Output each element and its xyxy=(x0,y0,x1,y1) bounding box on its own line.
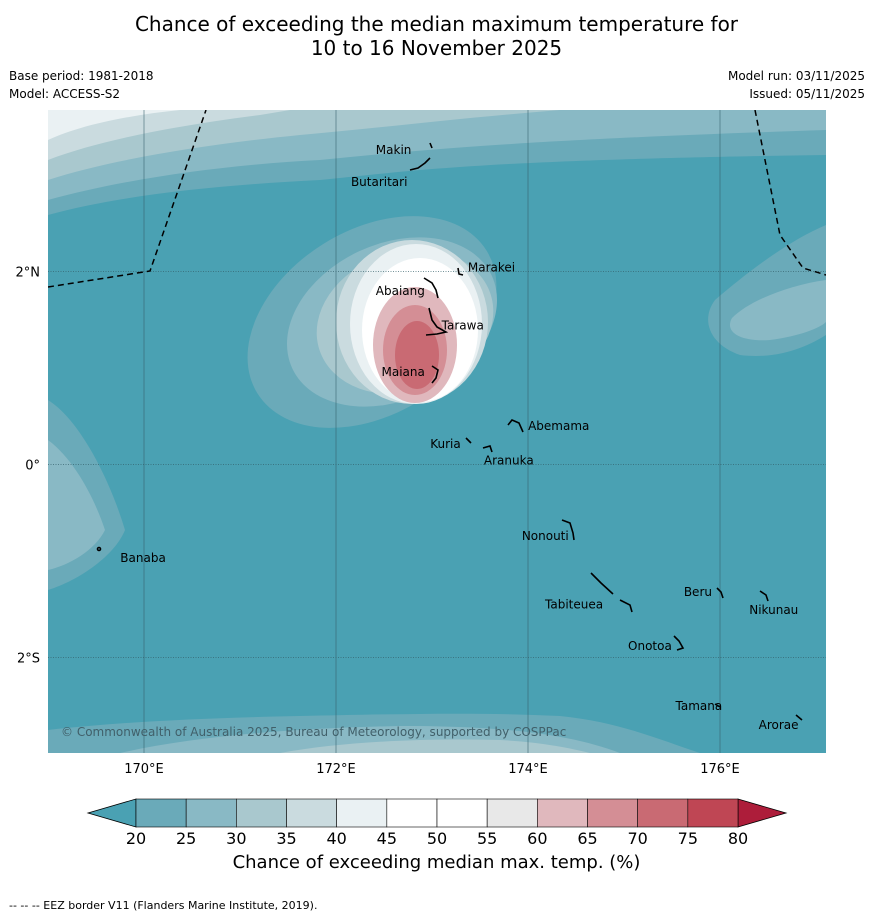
place-labels: Makin Butaritari Marakei Abaiang Tarawa Maian… xyxy=(120,143,798,732)
forecast-map: Makin Butaritari Marakei Abaiang Tarawa Maian… xyxy=(16,110,826,848)
island-abemama xyxy=(507,419,524,433)
contour-bottom xyxy=(48,713,700,753)
island-maiana xyxy=(431,365,439,384)
contour-central xyxy=(247,216,498,428)
colorbar-segment xyxy=(185,798,237,828)
meta-right: Model run: 03/11/2025 Issued: 05/11/2025 xyxy=(728,67,865,103)
meta-left: Base period: 1981-2018 Model: ACCESS-S2 xyxy=(9,67,154,103)
island-marakei xyxy=(457,267,464,276)
eez-legend-note: -- -- -- EEZ border V11 (Flanders Marine… xyxy=(9,899,318,912)
island-makin xyxy=(429,142,433,149)
island-tamana xyxy=(714,703,721,708)
map-title: Chance of exceeding the median maximum t… xyxy=(0,12,873,60)
place-label-banaba: Banaba xyxy=(120,551,166,565)
place-label-tamana: Tamana xyxy=(675,699,723,713)
place-label-beru: Beru xyxy=(684,585,712,599)
place-label-abaiang: Abaiang xyxy=(376,284,425,298)
island-nonouti xyxy=(561,519,575,541)
island-aranuka xyxy=(482,445,493,453)
colorbar-under-arrow xyxy=(86,798,137,828)
place-label-kuria: Kuria xyxy=(430,437,461,451)
axis-labels: 170°E 172°E 174°E 176°E 2°N 0° 2°S xyxy=(16,266,740,778)
base-period: Base period: 1981-2018 xyxy=(9,69,154,83)
lon-tick-label: 172°E xyxy=(316,762,356,777)
lon-tick-label: 170°E xyxy=(124,762,164,777)
colorbar: 20 25 30 35 40 45 50 55 60 65 70 75 80 xyxy=(86,798,788,848)
colorbar-over-arrow xyxy=(737,798,788,828)
place-label-onotoa: Onotoa xyxy=(628,639,672,653)
colorbar-segment xyxy=(386,798,438,828)
colorbar-tick-label: 35 xyxy=(276,829,296,848)
colorbar-tick-label: 50 xyxy=(427,829,447,848)
lat-tick-label: 0° xyxy=(25,459,40,474)
colorbar-tick-label: 75 xyxy=(678,829,698,848)
island-abaiang xyxy=(423,277,439,299)
colorbar-segment xyxy=(537,798,588,828)
map-area: Makin Butaritari Marakei Abaiang Tarawa Maian… xyxy=(48,110,826,753)
island-kuria xyxy=(465,437,472,444)
colorbar-tick-label: 40 xyxy=(326,829,346,848)
colorbar-segment xyxy=(286,798,337,828)
place-label-aranuka: Aranuka xyxy=(484,454,534,468)
place-label-arorae: Arorae xyxy=(759,718,799,732)
island-onotoa xyxy=(673,635,685,651)
copyright-text: © Commonwealth of Australia 2025, Bureau… xyxy=(61,725,566,739)
island-nikunau xyxy=(759,590,769,602)
colorbar-tick-label: 70 xyxy=(627,829,647,848)
place-label-tarawa: Tarawa xyxy=(441,319,484,333)
title-line-1: Chance of exceeding the median maximum t… xyxy=(134,12,739,36)
island-arorae xyxy=(795,714,803,721)
eez-borders xyxy=(48,110,826,288)
eez-border-west xyxy=(48,110,207,288)
place-label-maiana: Maiana xyxy=(382,365,425,379)
colorbar-tick-label: 25 xyxy=(176,829,196,848)
ocean-background xyxy=(48,110,826,753)
place-label-marakei: Marakei xyxy=(468,261,515,275)
colorbar-tick-label: 20 xyxy=(126,829,146,848)
place-label-tabiteuea: Tabiteuea xyxy=(544,597,603,611)
title-line-2: 10 to 16 November 2025 xyxy=(310,36,563,60)
lat-tick-label: 2°S xyxy=(17,652,40,667)
colorbar-segment xyxy=(236,798,287,828)
contour-top xyxy=(48,110,826,215)
colorbar-tick-label: 30 xyxy=(226,829,246,848)
place-label-abemama: Abemama xyxy=(528,419,589,433)
colorbar-tick-label: 65 xyxy=(577,829,597,848)
island-butaritari xyxy=(409,157,431,171)
colorbar-segment xyxy=(637,798,689,828)
lon-tick-label: 176°E xyxy=(700,762,740,777)
colorbar-tick-label: 55 xyxy=(477,829,497,848)
colorbar-tick-label: 45 xyxy=(377,829,397,848)
gridlines xyxy=(48,110,826,753)
colorbar-segment xyxy=(436,798,488,828)
island-beru xyxy=(716,587,724,599)
eez-border-east xyxy=(754,110,826,276)
colorbar-segment xyxy=(687,798,739,828)
colorbar-segment xyxy=(587,798,638,828)
colorbar-segment xyxy=(135,798,187,828)
colorbar-segment xyxy=(336,798,388,828)
place-label-butaritari: Butaritari xyxy=(351,175,408,189)
model-name: Model: ACCESS-S2 xyxy=(9,87,121,101)
colorbar-title: Chance of exceeding median max. temp. (%… xyxy=(232,852,641,873)
place-label-nikunau: Nikunau xyxy=(749,603,798,617)
issued-date: Issued: 05/11/2025 xyxy=(749,87,865,101)
islands xyxy=(96,142,803,721)
place-label-nonouti: Nonouti xyxy=(522,529,569,543)
lat-tick-label: 2°N xyxy=(16,266,41,281)
contour-left xyxy=(48,400,125,590)
island-tarawa xyxy=(425,307,449,336)
model-run: Model run: 03/11/2025 xyxy=(727,69,865,83)
island-banaba xyxy=(96,546,102,552)
colorbar-tick-label: 60 xyxy=(527,829,547,848)
place-label-makin: Makin xyxy=(376,143,412,157)
island-tabiteuea xyxy=(590,572,633,613)
lon-tick-label: 174°E xyxy=(508,762,548,777)
colorbar-segment xyxy=(486,798,538,828)
colorbar-tick-label: 80 xyxy=(728,829,748,848)
